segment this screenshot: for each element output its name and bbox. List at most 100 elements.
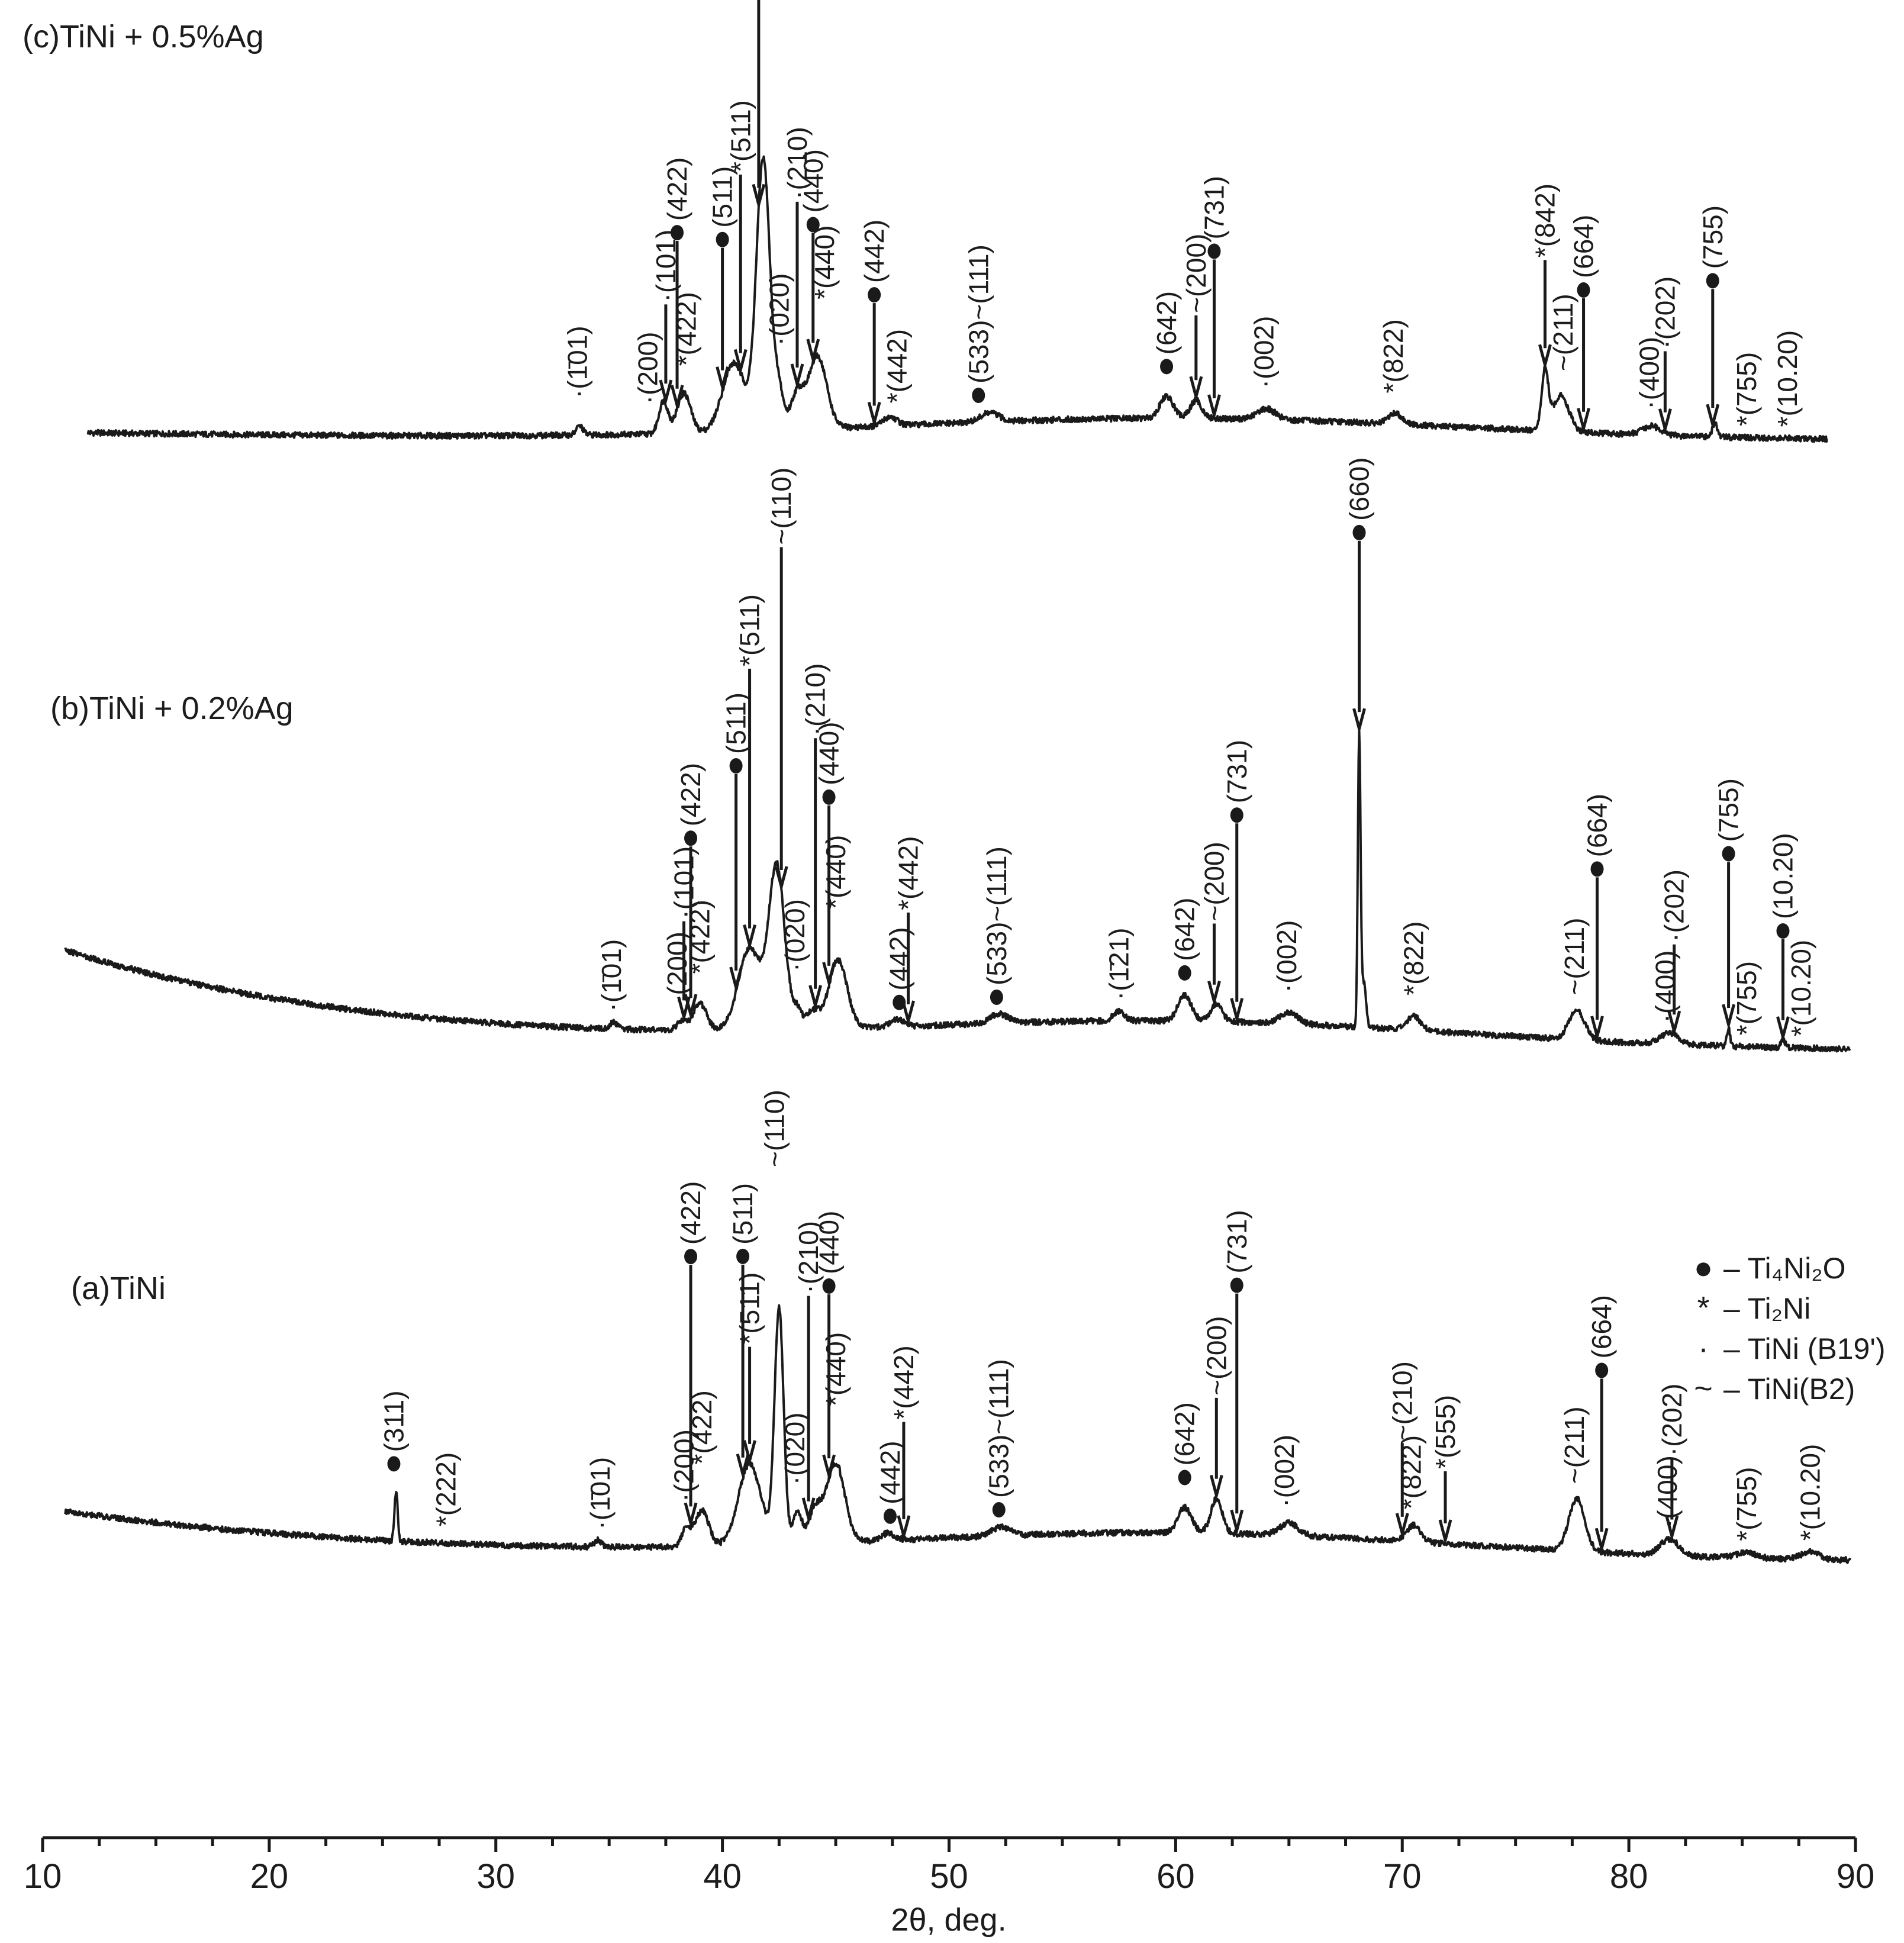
ti4ni2o-marker (822, 1278, 836, 1294)
arrow-head (684, 1502, 698, 1529)
peak-label: ·(1̄21) (1104, 928, 1135, 1001)
peak-label: *(822) (1398, 921, 1429, 995)
ti4ni2o-marker (716, 231, 729, 247)
x-axis-ticks: 10 20 30 40 50 60 70 80 90 (24, 1838, 1874, 1896)
peak-annotation: (755) (1697, 205, 1728, 430)
ti4ni2o-marker (1706, 273, 1719, 289)
peak-annotation: *(440) (809, 225, 840, 299)
peak-annotation: (422) (675, 1181, 706, 1529)
peak-label: (642) (1170, 1402, 1200, 1465)
peak-annotation: ·(202) (1657, 1383, 1687, 1542)
peak-label: ~(211) (1559, 1406, 1590, 1484)
peak-annotation: *(755) (1731, 1467, 1762, 1541)
arrow-head (1706, 404, 1720, 430)
arrow-head (1776, 1016, 1790, 1043)
arrow-head (684, 994, 698, 1020)
x-axis: 10 20 30 40 50 60 70 80 90 2θ, deg. (24, 1836, 1874, 1938)
x-tick-label: 50 (930, 1857, 968, 1896)
arrow-head (1189, 376, 1203, 403)
arrow-head (774, 866, 788, 892)
arrow-head (729, 966, 743, 993)
arrow-head (1538, 344, 1552, 370)
peak-annotation: (511) (727, 1183, 758, 1480)
peak-annotation: ·(020) (763, 273, 794, 346)
panel-title: (c)TiNi + 0.5%Ag (22, 19, 264, 54)
peak-label: *(440) (820, 835, 851, 909)
diffraction-panels: (c)TiNi + 0.5%Ag·(1̄01) ·(200)·(101)*(422… (22, 0, 1852, 1564)
peak-annotation: (660) (1344, 457, 1375, 734)
peak-annotation: ~(110) (759, 1090, 790, 1167)
ti4ni2o-marker (1207, 243, 1221, 259)
ti4ni2o-marker (1590, 861, 1604, 877)
ti4ni2o-marker (684, 1249, 698, 1265)
ti4ni2o-marker (736, 1248, 750, 1264)
peak-annotation: *(440) (820, 835, 851, 909)
peak-label: *(440) (820, 1332, 851, 1406)
peak-annotation: (440) (798, 149, 829, 365)
peak-annotation: ~(200) (1199, 842, 1229, 1007)
peak-label: ·(020) (779, 1412, 810, 1485)
peak-annotation: *(422) (671, 292, 701, 366)
peak-label: *(755) (1731, 352, 1762, 426)
peak-annotation: *(511) (734, 594, 765, 951)
peak-label: (660) (1344, 457, 1375, 520)
arrow-head (743, 924, 756, 951)
ti4ni2o-marker (972, 387, 985, 403)
peak-annotation: (533)~(111) (981, 846, 1012, 1005)
arrow-head (801, 1497, 816, 1524)
peak-label: (664) (1568, 215, 1599, 278)
peak-label: ·(210) (782, 127, 813, 199)
peak-label: *(511) (725, 100, 756, 172)
arrow-head (1438, 1519, 1452, 1546)
peak-label: *(10.20) (1772, 330, 1803, 427)
panel-2: (b)TiNi + 0.2%Ag ·(1̄01) ·(200) ·(101)*(422… (50, 457, 1851, 1053)
arrow-head (743, 1440, 756, 1467)
peak-label: ~(200) (1201, 1316, 1232, 1396)
arrow-head (1207, 981, 1221, 1007)
ti4ni2o-marker (1776, 923, 1790, 939)
peak-annotation: *(822) (1378, 319, 1409, 393)
legend-symbol: · (1698, 1330, 1709, 1366)
peak-label: ·(002) (1271, 920, 1302, 993)
peak-annotation: ~(110) (752, 0, 766, 211)
peak-label: (422) (675, 763, 706, 826)
peak-annotation: (422) (675, 763, 706, 1020)
peak-label: *(511) (734, 1272, 765, 1345)
peak-label: ·(1̄01) (585, 1457, 616, 1530)
peak-label: (533)~(111) (981, 846, 1012, 985)
peak-annotation: *(755) (1731, 961, 1762, 1035)
diffraction-trace (64, 729, 1851, 1053)
ti4ni2o-marker (992, 1502, 1006, 1518)
peak-annotation: *(440) (820, 1332, 851, 1406)
peak-label: ·(400) (1650, 950, 1680, 1023)
peak-label: (511) (727, 1183, 758, 1245)
peak-label: ~(200) (1199, 842, 1229, 921)
peak-annotation: (642) (1170, 898, 1200, 981)
peak-label: (731) (1199, 176, 1229, 239)
peak-annotation: (731) (1222, 1210, 1252, 1536)
peak-label: (642) (1170, 898, 1200, 961)
peak-annotation: ·(020) (779, 1412, 810, 1485)
legend-symbol: * (1697, 1290, 1709, 1326)
peak-label: ·(202) (1659, 869, 1690, 942)
arrow-head (733, 349, 748, 376)
arrow-head (1722, 1004, 1736, 1030)
peak-annotation: (442) (875, 1441, 906, 1524)
arrow-head (808, 985, 823, 1011)
peak-label: (422) (662, 157, 692, 221)
ti4ni2o-marker (883, 1508, 897, 1524)
peak-annotation: ~(110) (766, 468, 797, 892)
arrow-head (1665, 1515, 1679, 1542)
peak-label: ·(400) (1634, 337, 1665, 410)
peak-label: (311) (378, 1390, 409, 1452)
peak-annotation: *(842) (1529, 183, 1560, 370)
arrow-head (1590, 1016, 1604, 1042)
peak-label: *(442) (881, 329, 912, 403)
arrow-head (1667, 1010, 1681, 1037)
peak-label: ~(110) (759, 1090, 790, 1167)
peak-annotation: ·(210) (793, 1221, 824, 1524)
peak-label: *(422) (671, 292, 701, 366)
ti4ni2o-marker (729, 758, 743, 774)
peak-label: (755) (1713, 778, 1744, 842)
